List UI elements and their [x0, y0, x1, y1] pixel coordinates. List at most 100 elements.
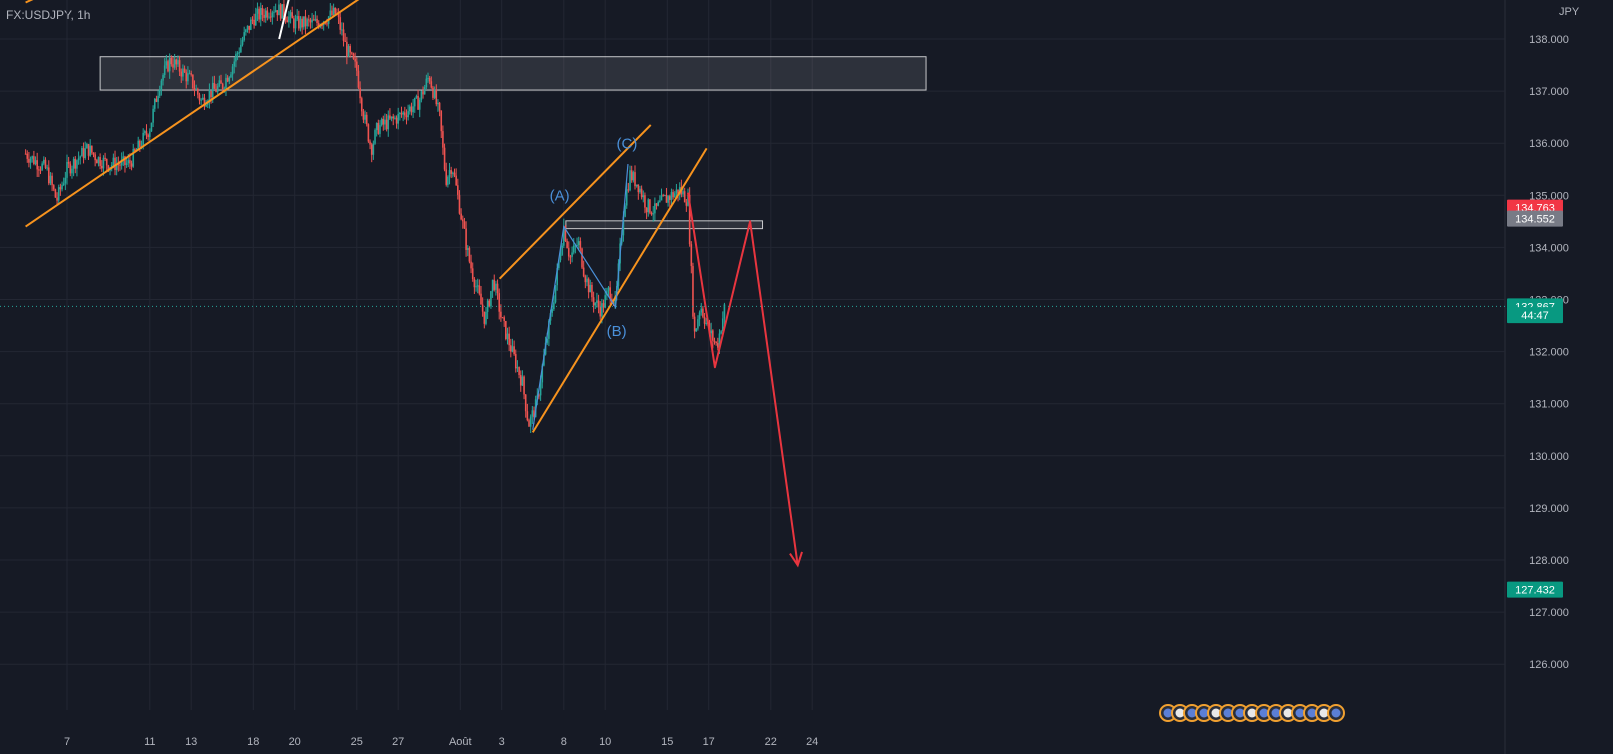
flag-icon [1295, 708, 1305, 718]
y-tick-label: 136.000 [1529, 138, 1569, 150]
candle-body [375, 122, 378, 131]
candle-body [107, 165, 110, 171]
candle-body [596, 300, 598, 303]
candle-body [460, 213, 462, 220]
wave-label[interactable]: (A) [550, 188, 570, 205]
wave-label[interactable]: (B) [607, 323, 627, 340]
candle-body [625, 189, 628, 206]
candle-body [510, 345, 512, 352]
price-label[interactable]: 44:47 [1521, 310, 1549, 322]
candle-body [551, 309, 554, 313]
flag-icon [1319, 708, 1329, 718]
candle-body [538, 395, 540, 397]
time-axis[interactable]: 7 11 13 18 20 25 27 Août 3 8 10 15 17 22 24 [64, 736, 818, 748]
wave-path[interactable] [532, 163, 629, 430]
candle-body [129, 160, 131, 164]
candle-body [702, 308, 704, 317]
candle-body [211, 82, 214, 98]
candle-body [672, 192, 674, 198]
candle-body [427, 77, 429, 79]
candle-body [57, 187, 60, 201]
candle-body [418, 99, 421, 110]
candle-body [715, 341, 717, 344]
price-axis[interactable]: 126.000 127.000 128.000 129.000 130.000 131.0… [1507, 34, 1569, 671]
trendline[interactable] [25, 0, 392, 228]
candle-body [602, 303, 605, 308]
x-tick-label: 17 [703, 736, 715, 748]
support-zone[interactable] [565, 220, 764, 230]
candle-body [642, 195, 645, 198]
flag-icon [1211, 708, 1221, 718]
white-trend-segment[interactable] [278, 0, 297, 40]
candle-body [283, 4, 285, 18]
candle-body [127, 160, 130, 164]
economic-events[interactable] [1159, 704, 1345, 722]
candle-body [307, 19, 310, 21]
price-label-bg[interactable] [1507, 581, 1563, 598]
flag-icon [1199, 708, 1209, 718]
candle-body [718, 333, 721, 348]
x-tick-label: 3 [499, 736, 505, 748]
candle-body [250, 19, 252, 30]
projection-line[interactable] [687, 192, 799, 566]
candle-body [339, 17, 342, 30]
candle-body [723, 304, 726, 319]
candle-body [332, 7, 335, 16]
candle-body [142, 132, 144, 147]
candle-body [630, 170, 633, 181]
candle-body [334, 7, 337, 14]
candle-body [69, 163, 72, 174]
price-label-bg[interactable] [1507, 307, 1563, 324]
candle-body [304, 16, 307, 27]
resistance-zone[interactable] [99, 56, 927, 91]
candle-body [486, 300, 489, 312]
candle-body [524, 394, 527, 412]
candle-body [162, 74, 164, 81]
candle-body [178, 60, 181, 72]
candle-body [34, 160, 37, 165]
candle-body [452, 172, 454, 174]
candle-body [331, 10, 333, 16]
elliott-wave[interactable]: (A) (B) (C) [532, 135, 638, 430]
candle-body [309, 20, 312, 23]
candle-body [521, 376, 524, 386]
candle-body [271, 12, 274, 18]
candle-body [316, 18, 318, 24]
candle-body [442, 131, 444, 148]
candle-body [710, 330, 712, 334]
trendline[interactable] [25, 0, 82, 4]
candle-body [306, 19, 308, 27]
price-label-bg[interactable] [1507, 210, 1563, 227]
candle-body [410, 106, 413, 113]
candle-body [503, 317, 505, 322]
candle-body [624, 205, 626, 217]
candle-body [483, 311, 486, 324]
candle-body [604, 295, 606, 308]
candle-body [412, 106, 414, 113]
candle-body [362, 111, 365, 120]
candle-body [480, 293, 482, 305]
wave-label[interactable]: (C) [617, 135, 638, 152]
candle-body [713, 340, 716, 342]
trendlines[interactable] [25, 0, 708, 433]
projection-arrow-head[interactable] [789, 551, 803, 568]
price-label[interactable]: 127.432 [1515, 585, 1555, 597]
candle-body [485, 311, 487, 324]
candle-body [428, 77, 431, 82]
symbol-label[interactable]: FX:USDJPY, 1h [6, 8, 91, 22]
candle-body [130, 163, 133, 167]
candle-body [110, 164, 113, 168]
candle-body [329, 10, 332, 17]
candle-body [554, 285, 557, 303]
candle-body [94, 154, 96, 161]
candle-body [97, 157, 100, 164]
price-label[interactable]: 134.552 [1515, 214, 1555, 226]
candle-body [200, 99, 202, 101]
candle-body [125, 163, 128, 165]
trendline[interactable] [531, 147, 708, 433]
trendline[interactable] [498, 124, 652, 280]
candle-body [301, 18, 303, 28]
candle-body [700, 308, 703, 313]
projection-path[interactable] [687, 192, 803, 568]
